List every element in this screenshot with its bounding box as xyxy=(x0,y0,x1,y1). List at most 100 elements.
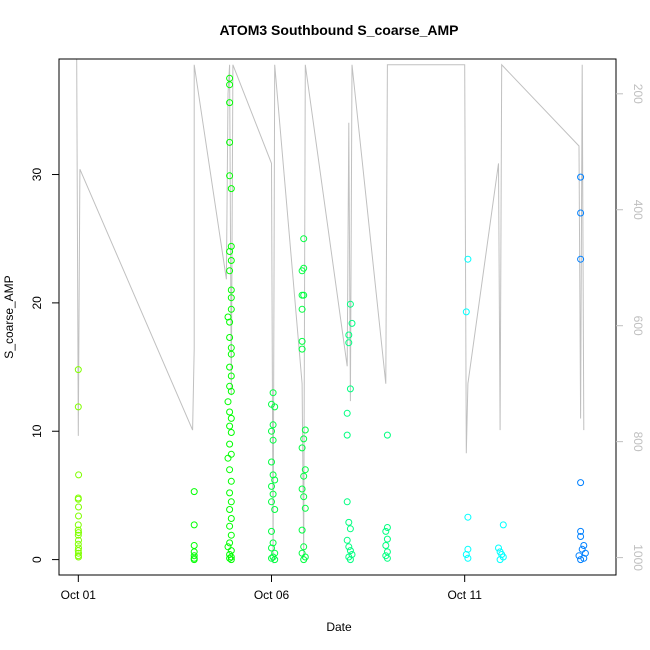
data-point-5-1 xyxy=(577,209,585,217)
data-point-2-18 xyxy=(268,554,275,562)
data-point-5-5 xyxy=(577,533,585,540)
data-point-1-19 xyxy=(227,305,235,313)
data-point-1-1 xyxy=(190,521,198,529)
data-point-1-18 xyxy=(227,294,235,302)
data-point-2-34 xyxy=(300,493,308,501)
data-point-3-15 xyxy=(346,556,354,564)
data-point-3-20 xyxy=(382,542,390,549)
y2-tick-label-2: 600 xyxy=(631,316,645,336)
data-point-1-28 xyxy=(227,387,235,395)
data-point-3-11 xyxy=(345,543,353,551)
data-point-5-4 xyxy=(577,527,585,535)
secondary-series-line xyxy=(76,58,585,564)
data-point-4-11 xyxy=(496,556,504,564)
data-point-0-11 xyxy=(75,536,82,544)
x-tick-label-0: Oct 01 xyxy=(61,588,97,602)
chart-title: ATOM3 Southbound S_coarse_AMP xyxy=(219,22,458,38)
data-point-2-1 xyxy=(271,403,279,411)
data-point-2-25 xyxy=(298,305,306,313)
data-point-1-31 xyxy=(227,414,235,422)
data-point-4-2 xyxy=(464,513,472,521)
data-point-1-16 xyxy=(226,267,234,275)
data-point-2-26 xyxy=(298,337,306,345)
data-point-1-41 xyxy=(226,506,234,513)
data-point-2-10 xyxy=(269,490,277,498)
data-point-1-40 xyxy=(227,498,235,506)
data-point-1-9 xyxy=(226,99,234,107)
data-point-1-22 xyxy=(226,334,234,341)
y-tick-label-3: 30 xyxy=(30,168,44,182)
data-point-0-9 xyxy=(75,529,82,537)
data-point-2-8 xyxy=(271,476,279,484)
data-point-2-12 xyxy=(271,506,279,513)
data-point-0-0 xyxy=(74,366,82,374)
data-point-2-22 xyxy=(300,264,308,272)
data-point-1-8 xyxy=(226,81,234,89)
data-point-1-10 xyxy=(226,138,234,146)
data-point-1-45 xyxy=(226,539,234,547)
data-point-1-37 xyxy=(226,466,234,474)
data-point-1-51 xyxy=(227,556,235,564)
data-point-3-7 xyxy=(343,498,351,506)
data-point-1-42 xyxy=(227,515,235,522)
data-point-0-7 xyxy=(74,521,82,529)
data-point-1-21 xyxy=(226,318,234,326)
data-point-1-12 xyxy=(227,185,235,193)
data-point-2-4 xyxy=(268,427,275,435)
data-point-3-12 xyxy=(346,547,354,555)
data-point-1-25 xyxy=(226,363,234,371)
data-point-1-34 xyxy=(226,440,234,448)
data-point-3-16 xyxy=(383,431,391,439)
data-point-0-17 xyxy=(75,553,82,561)
y2-axis: 200 400 600 800 1000 xyxy=(616,84,645,571)
data-point-2-29 xyxy=(300,435,308,443)
data-point-2-15 xyxy=(268,544,275,552)
plot-frame xyxy=(58,58,617,576)
data-point-1-17 xyxy=(227,286,235,294)
data-point-1-11 xyxy=(226,172,234,180)
data-point-3-1 xyxy=(348,319,356,327)
data-point-3-6 xyxy=(343,431,351,439)
data-point-3-5 xyxy=(343,409,351,417)
data-point-2-40 xyxy=(300,556,308,564)
y-axis: 0 10 20 30 xyxy=(30,168,59,563)
data-point-2-33 xyxy=(298,485,306,493)
data-point-1-39 xyxy=(226,489,234,497)
data-point-1-29 xyxy=(224,398,232,406)
data-point-3-17 xyxy=(383,524,391,531)
x-tick-label-2: Oct 11 xyxy=(447,588,482,602)
data-point-4-5 xyxy=(464,554,472,562)
data-point-2-35 xyxy=(301,504,309,512)
data-point-3-4 xyxy=(346,385,354,393)
y2-tick-label-4: 1000 xyxy=(631,544,645,571)
data-point-2-24 xyxy=(300,291,308,299)
data-point-5-3 xyxy=(577,479,585,487)
y-tick-label-2: 20 xyxy=(30,296,44,310)
data-point-3-9 xyxy=(346,525,354,533)
data-point-2-32 xyxy=(300,472,308,480)
data-point-0-1 xyxy=(74,403,82,411)
data-point-1-30 xyxy=(226,408,234,416)
data-point-1-26 xyxy=(227,372,235,380)
data-point-3-3 xyxy=(345,339,353,347)
data-point-3-0 xyxy=(346,300,354,308)
data-point-2-28 xyxy=(301,426,309,434)
data-point-2-37 xyxy=(300,543,308,551)
data-point-2-30 xyxy=(298,444,306,452)
data-points xyxy=(74,74,589,564)
data-point-2-27 xyxy=(298,345,306,353)
data-point-1-0 xyxy=(190,488,198,496)
data-point-3-18 xyxy=(382,527,390,535)
data-point-0-15 xyxy=(75,549,82,557)
y2-tick-label-0: 200 xyxy=(631,84,645,104)
y-tick-label-1: 10 xyxy=(30,424,44,438)
data-point-1-14 xyxy=(226,248,234,255)
data-point-0-13 xyxy=(75,544,82,552)
data-point-4-0 xyxy=(464,255,472,263)
data-point-2-20 xyxy=(300,235,308,243)
data-point-1-49 xyxy=(227,553,235,561)
data-point-1-24 xyxy=(227,350,235,358)
data-point-5-0 xyxy=(577,173,585,181)
